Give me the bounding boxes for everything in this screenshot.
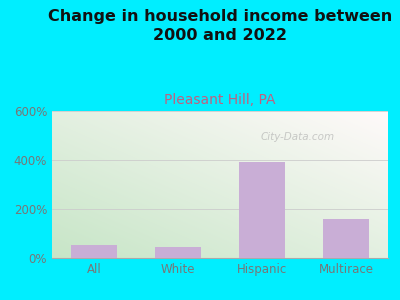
Bar <box>155 247 201 258</box>
Text: City-Data.com: City-Data.com <box>260 133 334 142</box>
Text: Pleasant Hill, PA: Pleasant Hill, PA <box>164 93 276 107</box>
Bar <box>323 219 369 258</box>
Bar <box>71 244 117 258</box>
Bar <box>239 162 285 258</box>
Text: Change in household income between
2000 and 2022: Change in household income between 2000 … <box>48 9 392 43</box>
